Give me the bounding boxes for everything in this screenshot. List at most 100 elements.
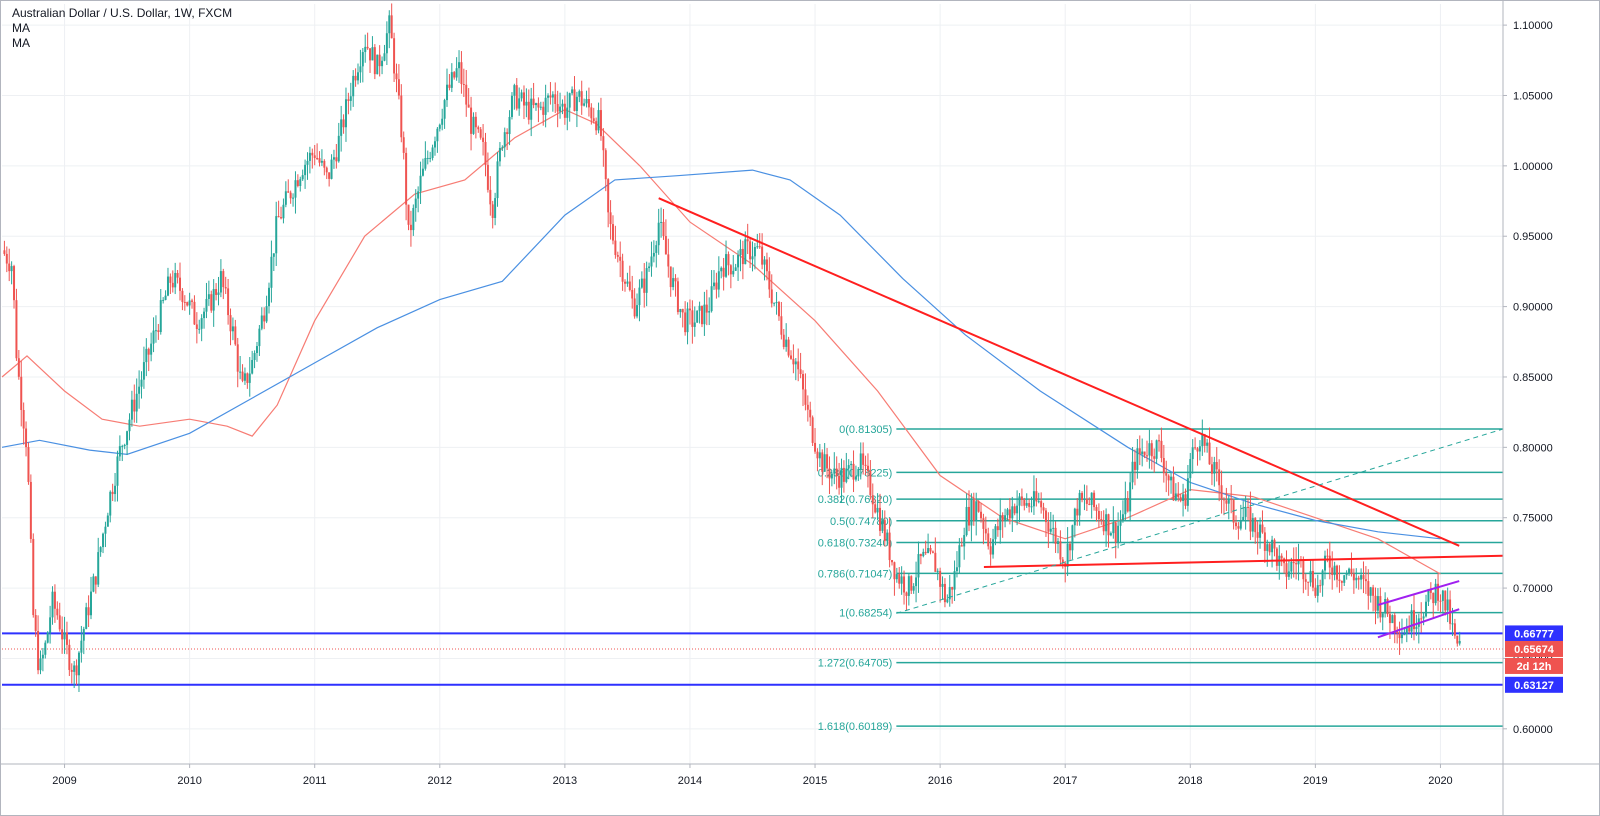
candle-body	[1011, 506, 1014, 519]
candle-body	[1020, 496, 1023, 501]
candle-body	[587, 99, 590, 108]
candle-body	[903, 576, 906, 593]
candle-body	[203, 311, 206, 319]
candle-body	[37, 630, 40, 671]
candle-body	[686, 308, 689, 333]
candle-body	[674, 278, 677, 282]
candle-body	[919, 554, 922, 557]
candle-body	[104, 526, 107, 534]
candle-body	[294, 180, 297, 198]
candle-body	[1047, 522, 1050, 532]
x-tick-label: 2020	[1428, 775, 1452, 787]
trend-lines[interactable]	[658, 197, 1504, 639]
candle-body	[862, 453, 865, 465]
horizontal-levels[interactable]	[2, 632, 1503, 686]
trend-line-1[interactable]	[658, 197, 1460, 547]
candle-body	[10, 266, 13, 272]
candle-body	[282, 204, 285, 219]
candle-body	[705, 304, 708, 313]
candle-body	[780, 316, 783, 335]
candle-body	[424, 158, 427, 169]
candle-body	[212, 289, 215, 311]
candle-body	[746, 239, 749, 242]
candle-body	[347, 99, 350, 101]
candle-body	[1379, 596, 1382, 618]
candle-body	[535, 103, 538, 106]
candle-body	[49, 617, 52, 633]
candle-body	[963, 535, 966, 547]
candle-body	[330, 159, 333, 179]
candle-body	[472, 116, 475, 134]
candle-body	[154, 330, 157, 332]
candle-body	[883, 520, 886, 542]
candle-body	[756, 246, 759, 248]
candle-body	[1117, 525, 1120, 543]
candle-body	[1437, 583, 1440, 601]
candle-body	[106, 515, 109, 527]
candle-body	[1052, 527, 1055, 529]
candle-body	[554, 94, 557, 104]
candle-body	[929, 548, 932, 552]
fib-retracement[interactable]: 0(0.81305)0.236(0.78225)0.382(0.76320)0.…	[818, 424, 1503, 733]
candle-body	[491, 204, 494, 218]
indicator-ma-2[interactable]: MA	[12, 36, 30, 50]
candle-body	[482, 137, 485, 142]
candle-body	[845, 468, 848, 482]
candle-body	[46, 632, 49, 643]
trend-line-4[interactable]	[1377, 580, 1460, 606]
candle-body	[691, 310, 694, 327]
candle-body	[828, 468, 831, 479]
candle-body	[296, 180, 299, 186]
candle-body	[352, 75, 355, 97]
candle-body	[989, 546, 992, 555]
candle-body	[1165, 473, 1168, 476]
candle-body	[1321, 570, 1324, 586]
trend-line-5[interactable]	[1377, 608, 1460, 639]
candle-body	[823, 454, 826, 472]
candle-body	[1263, 532, 1266, 551]
candle-body	[1323, 555, 1326, 571]
candle-body	[669, 266, 672, 288]
candle-body	[1131, 461, 1134, 483]
candle-body	[1427, 589, 1430, 602]
candle-body	[332, 157, 335, 160]
candle-body	[1109, 533, 1112, 536]
candle-body	[520, 92, 523, 99]
candle-body	[474, 116, 477, 128]
candle-body	[794, 361, 797, 365]
last-price-badge-bg	[1505, 640, 1563, 657]
candle-body	[838, 475, 841, 488]
candle-body	[984, 528, 987, 534]
countdown-badge: 2d 12h	[1517, 661, 1552, 673]
candle-body	[1090, 492, 1093, 505]
trend-line-3[interactable]	[896, 428, 1504, 614]
candle-body	[378, 54, 381, 67]
candle-body	[619, 256, 622, 261]
candle-body	[1177, 493, 1180, 498]
candle-body	[1008, 509, 1011, 519]
trend-line-2[interactable]	[983, 554, 1504, 568]
candle-body	[164, 295, 167, 300]
candle-body	[763, 259, 766, 265]
candle-body	[597, 110, 600, 131]
support-level-badge: 0.66777	[1514, 628, 1554, 640]
candle-body	[159, 300, 162, 333]
candle-body	[462, 84, 465, 86]
indicator-ma-1[interactable]: MA	[12, 21, 30, 35]
candle-body	[739, 248, 742, 255]
candle-body	[1141, 451, 1144, 455]
candle-body	[799, 369, 802, 375]
candle-body	[123, 444, 126, 447]
candle-body	[667, 254, 670, 267]
candle-body	[886, 532, 889, 542]
candle-body	[1155, 440, 1158, 459]
candle-body	[549, 95, 552, 98]
candle-body	[275, 216, 278, 254]
candle-body	[1056, 541, 1059, 544]
candle-body	[847, 465, 850, 469]
candle-body	[280, 217, 283, 219]
candle-body	[980, 511, 983, 519]
candle-body	[1271, 539, 1274, 553]
